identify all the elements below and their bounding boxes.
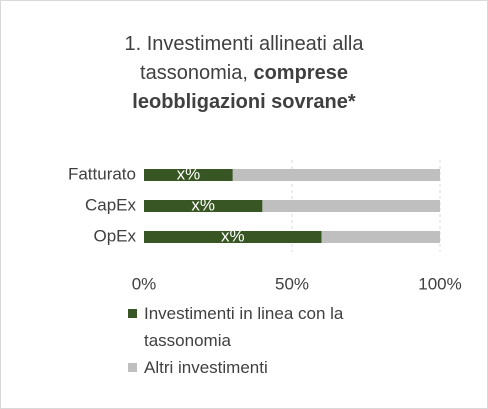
y-tick-label: Fatturato xyxy=(68,164,136,183)
bar-segment xyxy=(232,169,440,181)
chart-title: 1. Investimenti allineati alla tassonomi… xyxy=(94,30,394,117)
legend-label: Investimenti in linea con la tassonomia xyxy=(144,304,344,350)
bar-segment xyxy=(144,169,233,181)
bar-segment xyxy=(144,200,263,212)
data-label: x% xyxy=(221,226,245,245)
y-tick-label: OpEx xyxy=(93,226,136,245)
legend-item: Altri investimenti xyxy=(128,354,408,381)
data-label: x% xyxy=(191,195,215,214)
title-text: 1. Investimenti allineati alla tassonomi… xyxy=(124,33,364,84)
legend-swatch xyxy=(128,363,137,372)
bar-segment xyxy=(321,231,440,243)
y-tick-label: CapEx xyxy=(85,195,137,214)
legend-label: Altri investimenti xyxy=(144,358,268,377)
legend-swatch xyxy=(128,309,137,318)
legend: Investimenti in linea con la tassonomia A… xyxy=(128,300,408,381)
x-tick-label: 50% xyxy=(275,274,309,293)
x-tick-label: 100% xyxy=(418,274,461,293)
data-label: x% xyxy=(177,164,201,183)
bar-segment xyxy=(144,231,322,243)
title-bold: comprese leobbligazioni sovrane* xyxy=(132,62,356,113)
x-tick-label: 0% xyxy=(132,274,157,293)
legend-item: Investimenti in linea con la tassonomia xyxy=(128,300,408,354)
bar-segment xyxy=(262,200,440,212)
